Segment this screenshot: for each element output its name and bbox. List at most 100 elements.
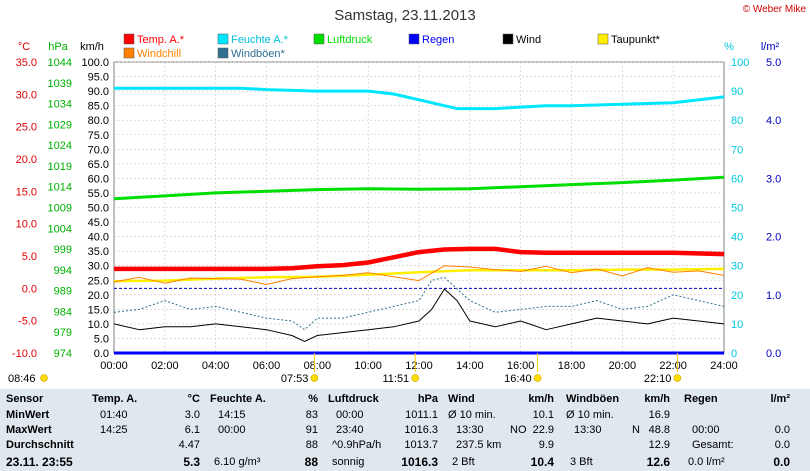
wind-beaufort: 2 Bft <box>452 456 475 468</box>
temp-tick-label: 10.0 <box>16 219 37 231</box>
rain-total-value: 0.0 <box>774 439 790 451</box>
humidity-tick-label: 10 <box>731 319 743 331</box>
wind-current: 10.4 <box>530 455 554 469</box>
legend-swatch <box>597 33 609 45</box>
pressure-tick-label: 994 <box>54 265 72 277</box>
press-forecast: sonnig <box>332 456 365 468</box>
temp-tick-label: 20.0 <box>16 154 37 166</box>
x-tick-label: 18:00 <box>558 360 586 372</box>
humid-avg: 88 <box>305 439 318 451</box>
press-trend: ^0.9hPa/h <box>332 439 382 451</box>
wind-tick-label: 100.0 <box>81 57 109 69</box>
rain-value: 0.0 <box>774 424 790 436</box>
pressure-tick-label: 1034 <box>48 99 72 111</box>
legend-label: Windböen* <box>231 48 286 60</box>
temp-tick-label: 15.0 <box>16 186 37 198</box>
sun-marker-label: 07:53 <box>281 373 309 385</box>
humidity-tick-label: 40 <box>731 232 743 244</box>
wind-tick-label: 5.0 <box>94 333 109 345</box>
humid-absolute: 6.10 g/m³ <box>214 456 261 468</box>
humidity-tick-label: 90 <box>731 86 743 98</box>
wind-max-direction: NO <box>510 424 527 436</box>
legend-swatch <box>217 33 229 45</box>
x-tick-label: 14:00 <box>456 360 484 372</box>
header-sensor: Sensor <box>6 393 44 405</box>
press-current: 1016.3 <box>401 455 438 469</box>
rain-tick-label: 2.0 <box>766 232 781 244</box>
legend-label: Taupunkt* <box>611 34 661 46</box>
wind-tick-label: 65.0 <box>88 159 109 171</box>
col-wind: Wind km/h Ø 10 min. 10.1 13:30 NO 22.9 2… <box>448 389 556 471</box>
gust-unit: km/h <box>644 393 670 405</box>
col-pressure: Luftdruck hPa 00:00 1011.1 23:40 1016.3 … <box>328 389 442 471</box>
sun-marker-label: 16:40 <box>504 373 532 385</box>
temp-tick-label: 30.0 <box>16 89 37 101</box>
col-sensor: Sensor MinWert MaxWert Durchschnitt 23.1… <box>6 389 86 471</box>
temp-tick-label: 5.0 <box>22 251 37 263</box>
wind-avg10-label: Ø 10 min. <box>448 409 496 421</box>
wind-tick-label: 95.0 <box>88 72 109 84</box>
temp-tick-label: 35.0 <box>16 57 37 69</box>
series-lines <box>113 86 725 355</box>
press-max-time: 23:40 <box>336 424 364 436</box>
pressure-tick-label: 1009 <box>48 203 72 215</box>
pressure-tick-label: 989 <box>54 286 72 298</box>
wind-tick-label: 60.0 <box>88 173 109 185</box>
legend-label: Luftdruck <box>327 34 373 46</box>
weather-chart: Samstag, 23.11.2013 Temp. A.* Feuchte A.*… <box>8 7 781 385</box>
humidity-tick-label: 100 <box>731 57 749 69</box>
pressure-tick-label: 1044 <box>48 57 72 69</box>
wind-tick-label: 75.0 <box>88 130 109 142</box>
humid-min-time: 14:15 <box>218 409 246 421</box>
current-datetime: 23.11. 23:55 <box>6 455 73 469</box>
temp-tick-label: 0.0 <box>22 283 37 295</box>
row-label-max: MaxWert <box>6 424 52 436</box>
wind-tick-label: 90.0 <box>88 86 109 98</box>
wind-tick-label: 80.0 <box>88 115 109 127</box>
gust-beaufort: 3 Bft <box>570 456 593 468</box>
grid <box>113 61 725 354</box>
pressure-tick-label: 1014 <box>48 182 72 194</box>
x-tick-label: 22:00 <box>659 360 687 372</box>
temp-avg: 4.47 <box>178 439 200 451</box>
rain-tick-label: 5.0 <box>766 57 781 69</box>
col-temp: Temp. A. °C 01:40 3.0 14:25 6.1 4.47 5.3 <box>92 389 204 471</box>
legend-swatch <box>502 33 514 45</box>
sun-left-label: 08:46 <box>8 373 36 385</box>
temp-min-time: 01:40 <box>100 409 128 421</box>
rain-current-label: 0.0 l/m² <box>688 456 725 468</box>
pressure-tick-label: 999 <box>54 244 72 256</box>
col-rain: Regen l/m² 00:00 0.0 Gesamt: 0.0 0.0 l/m… <box>684 389 794 471</box>
humid-min-value: 83 <box>305 409 318 421</box>
wind-tick-label: 10.0 <box>88 319 109 331</box>
temp-axis-unit: °C <box>18 41 30 53</box>
wind-axis-unit: km/h <box>80 41 104 53</box>
humid-max-value: 91 <box>305 424 318 436</box>
sun-icon <box>40 374 48 382</box>
press-min-time: 00:00 <box>336 409 364 421</box>
rain-header: Regen <box>684 393 718 405</box>
temp-min-value: 3.0 <box>184 409 200 421</box>
gust-current: 12.6 <box>646 455 670 469</box>
wind-tick-label: 35.0 <box>88 246 109 258</box>
temp-tick-label: -5.0 <box>18 316 37 328</box>
x-tick-label: 00:00 <box>100 360 128 372</box>
temp-max-value: 6.1 <box>184 424 200 436</box>
legend-label: Temp. A.* <box>137 34 185 46</box>
humidity-tick-label: 70 <box>731 144 743 156</box>
x-tick-label: 08:00 <box>304 360 332 372</box>
sun-marker-label: 22:10 <box>644 373 672 385</box>
humidity-tick-label: 30 <box>731 261 743 273</box>
legend-swatch <box>123 33 135 45</box>
humidity-axis-unit: % <box>724 41 734 53</box>
sun-marker-label: 11:51 <box>382 373 409 385</box>
wind-tick-label: 20.0 <box>88 290 109 302</box>
axes: °C 35.0 30.0 25.0 20.0 15.0 10.0 5.0 0.0 -5.0 -10.… <box>12 41 781 372</box>
rain-time: 00:00 <box>692 424 720 436</box>
series-temp-a <box>114 246 725 272</box>
wind-tick-label: 25.0 <box>88 275 109 287</box>
gust-avg10-label: Ø 10 min. <box>566 409 614 421</box>
pressure-tick-label: 984 <box>54 306 72 318</box>
wind-tick-label: 70.0 <box>88 144 109 156</box>
humid-unit: % <box>308 393 318 405</box>
